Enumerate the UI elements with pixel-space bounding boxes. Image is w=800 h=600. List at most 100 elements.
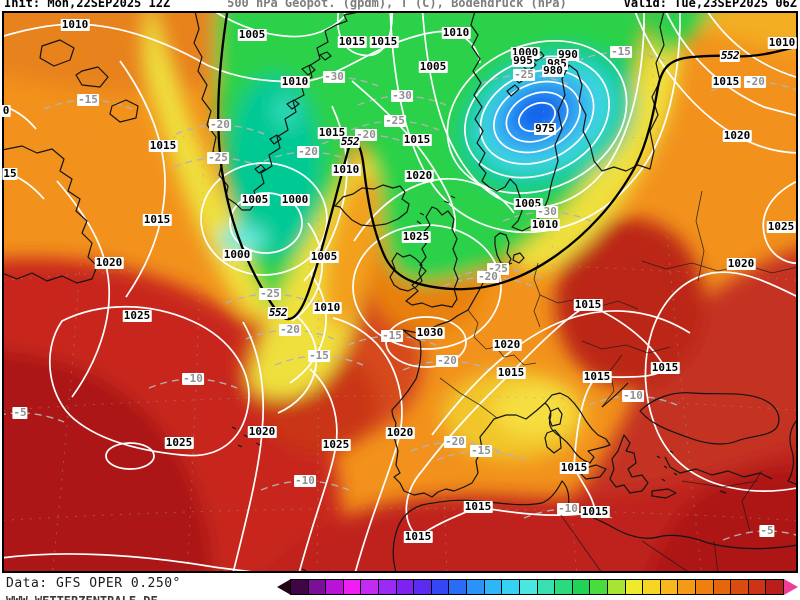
temperature-colorbar [277, 579, 798, 595]
pressure-label: 1025 [766, 220, 796, 233]
temperature-label: -20 [209, 118, 231, 131]
label-layer: 1010 1005 1015 1015 1010 1005 1000 995 990 985 980… [1, 11, 798, 573]
pressure-label: 1010 [767, 36, 797, 49]
pressure-label: 0 [1, 104, 11, 117]
init-time-label: Init: Mon,22SEP2025 12Z [4, 0, 171, 10]
temperature-label: -15 [308, 349, 330, 362]
temperature-label: -15 [470, 444, 492, 457]
pressure-label: 1015 [403, 530, 433, 543]
colorbar-cell [677, 579, 697, 595]
pressure-label: 1015 [317, 126, 347, 139]
pressure-label: 1010 [312, 301, 342, 314]
pressure-label: 1005 [418, 60, 448, 73]
colorbar-left-arrow-icon [277, 579, 291, 595]
colorbar-cell [290, 579, 309, 595]
pressure-label: 1005 [513, 197, 543, 210]
map-border [2, 11, 798, 573]
pressure-label: 1015 [337, 35, 367, 48]
valid-time-label: Valid: Tue,23SEP2025 06Z [623, 0, 797, 10]
colorbar-cells [290, 579, 785, 595]
geopotential-label: 552 [339, 135, 361, 148]
pressure-label: 1020 [492, 338, 522, 351]
temperature-label: -25 [513, 68, 535, 81]
colorbar-cell [624, 579, 644, 595]
colorbar-cell [483, 579, 503, 595]
temperature-label: -10 [622, 389, 644, 402]
pressure-label: 1010 [530, 218, 560, 231]
map-canvas [2, 11, 798, 573]
chart-title: 500 hPa Geopot. (gpdm), T (C), Bodendruc… [227, 0, 567, 10]
colorbar-cell [501, 579, 520, 595]
colorbar-cell [642, 579, 661, 595]
colorbar-cell [448, 579, 468, 595]
geopotential-label: 552 [267, 306, 289, 319]
colorbar-cell [730, 579, 749, 595]
pressure-label: 1015 [148, 139, 178, 152]
temperature-label: -10 [182, 372, 204, 385]
colorbar-right-arrow-icon [784, 579, 798, 595]
temperature-label: -15 [610, 45, 632, 58]
temperature-label: -5 [759, 524, 775, 537]
temperature-label: -5 [12, 406, 28, 419]
temperature-label: -10 [557, 502, 579, 515]
temperature-label: -25 [384, 114, 406, 127]
pressure-label: 1000 [280, 193, 310, 206]
map-area: 1010 1005 1015 1015 1010 1005 1000 995 990 985 980… [1, 11, 798, 573]
colorbar-cell [589, 579, 608, 595]
pressure-label: 1005 [237, 28, 267, 41]
colorbar-cell [765, 579, 785, 595]
colorbar-cell [395, 579, 415, 595]
pressure-label: 1010 [331, 163, 361, 176]
temperature-label: -20 [355, 128, 377, 141]
pressure-label: 1015 [369, 35, 399, 48]
colorbar-cell [360, 579, 380, 595]
colorbar-cell [378, 579, 397, 595]
pressure-label: 995 [512, 54, 534, 67]
pressure-label: 1015 [142, 213, 172, 226]
header-bar: Init: Mon,22SEP2025 12Z 500 hPa Geopot. … [4, 0, 797, 10]
pressure-label: 1015 [559, 461, 589, 474]
pressure-label: 1025 [321, 438, 351, 451]
pressure-label: 1015 [580, 505, 610, 518]
pressure-label: 1000 [222, 248, 252, 261]
pressure-label: 1020 [722, 129, 752, 142]
coastline-layer [2, 11, 798, 573]
colorbar-cell [466, 579, 485, 595]
colorbar-cell [747, 579, 767, 595]
pressure-label: 1010 [280, 75, 310, 88]
colorbar-cell [712, 579, 732, 595]
pressure-label: 1020 [404, 169, 434, 182]
pressure-label: 1020 [247, 425, 277, 438]
watermark-label: WWW.WETTERZENTRALE.DE [6, 594, 158, 600]
pressure-label: 1020 [94, 256, 124, 269]
colorbar-cell [659, 579, 679, 595]
temperature-label: -20 [477, 270, 499, 283]
colorbar-cell [325, 579, 344, 595]
colorbar-cell [606, 579, 626, 595]
pressure-label: 1015 [650, 361, 680, 374]
geopotential-label: 552 [719, 49, 741, 62]
colorbar-cell [571, 579, 591, 595]
temperature-label: -15 [77, 93, 99, 106]
temperature-label: -30 [536, 205, 558, 218]
data-source-label: Data: GFS OPER 0.250° [6, 576, 181, 591]
temperature-label: -20 [744, 75, 766, 88]
temperature-label: -10 [294, 474, 316, 487]
pressure-label: 1015 [582, 370, 612, 383]
colorbar-cell [536, 579, 556, 595]
pressure-label: 1005 [240, 193, 270, 206]
colorbar-cell [307, 579, 327, 595]
colorbar-cell [342, 579, 362, 595]
temperature-fill-layer [2, 11, 798, 573]
pressure-label: 1015 [573, 298, 603, 311]
colorbar-cell [430, 579, 450, 595]
pressure-label: 1025 [122, 309, 152, 322]
pressure-label: 980 [542, 64, 564, 77]
colorbar-cell [413, 579, 432, 595]
temperature-label: -30 [323, 70, 345, 83]
geopotential-contour [217, 11, 798, 321]
temperature-label: -20 [444, 435, 466, 448]
temperature-label: -20 [297, 145, 319, 158]
pressure-label: 1025 [401, 230, 431, 243]
